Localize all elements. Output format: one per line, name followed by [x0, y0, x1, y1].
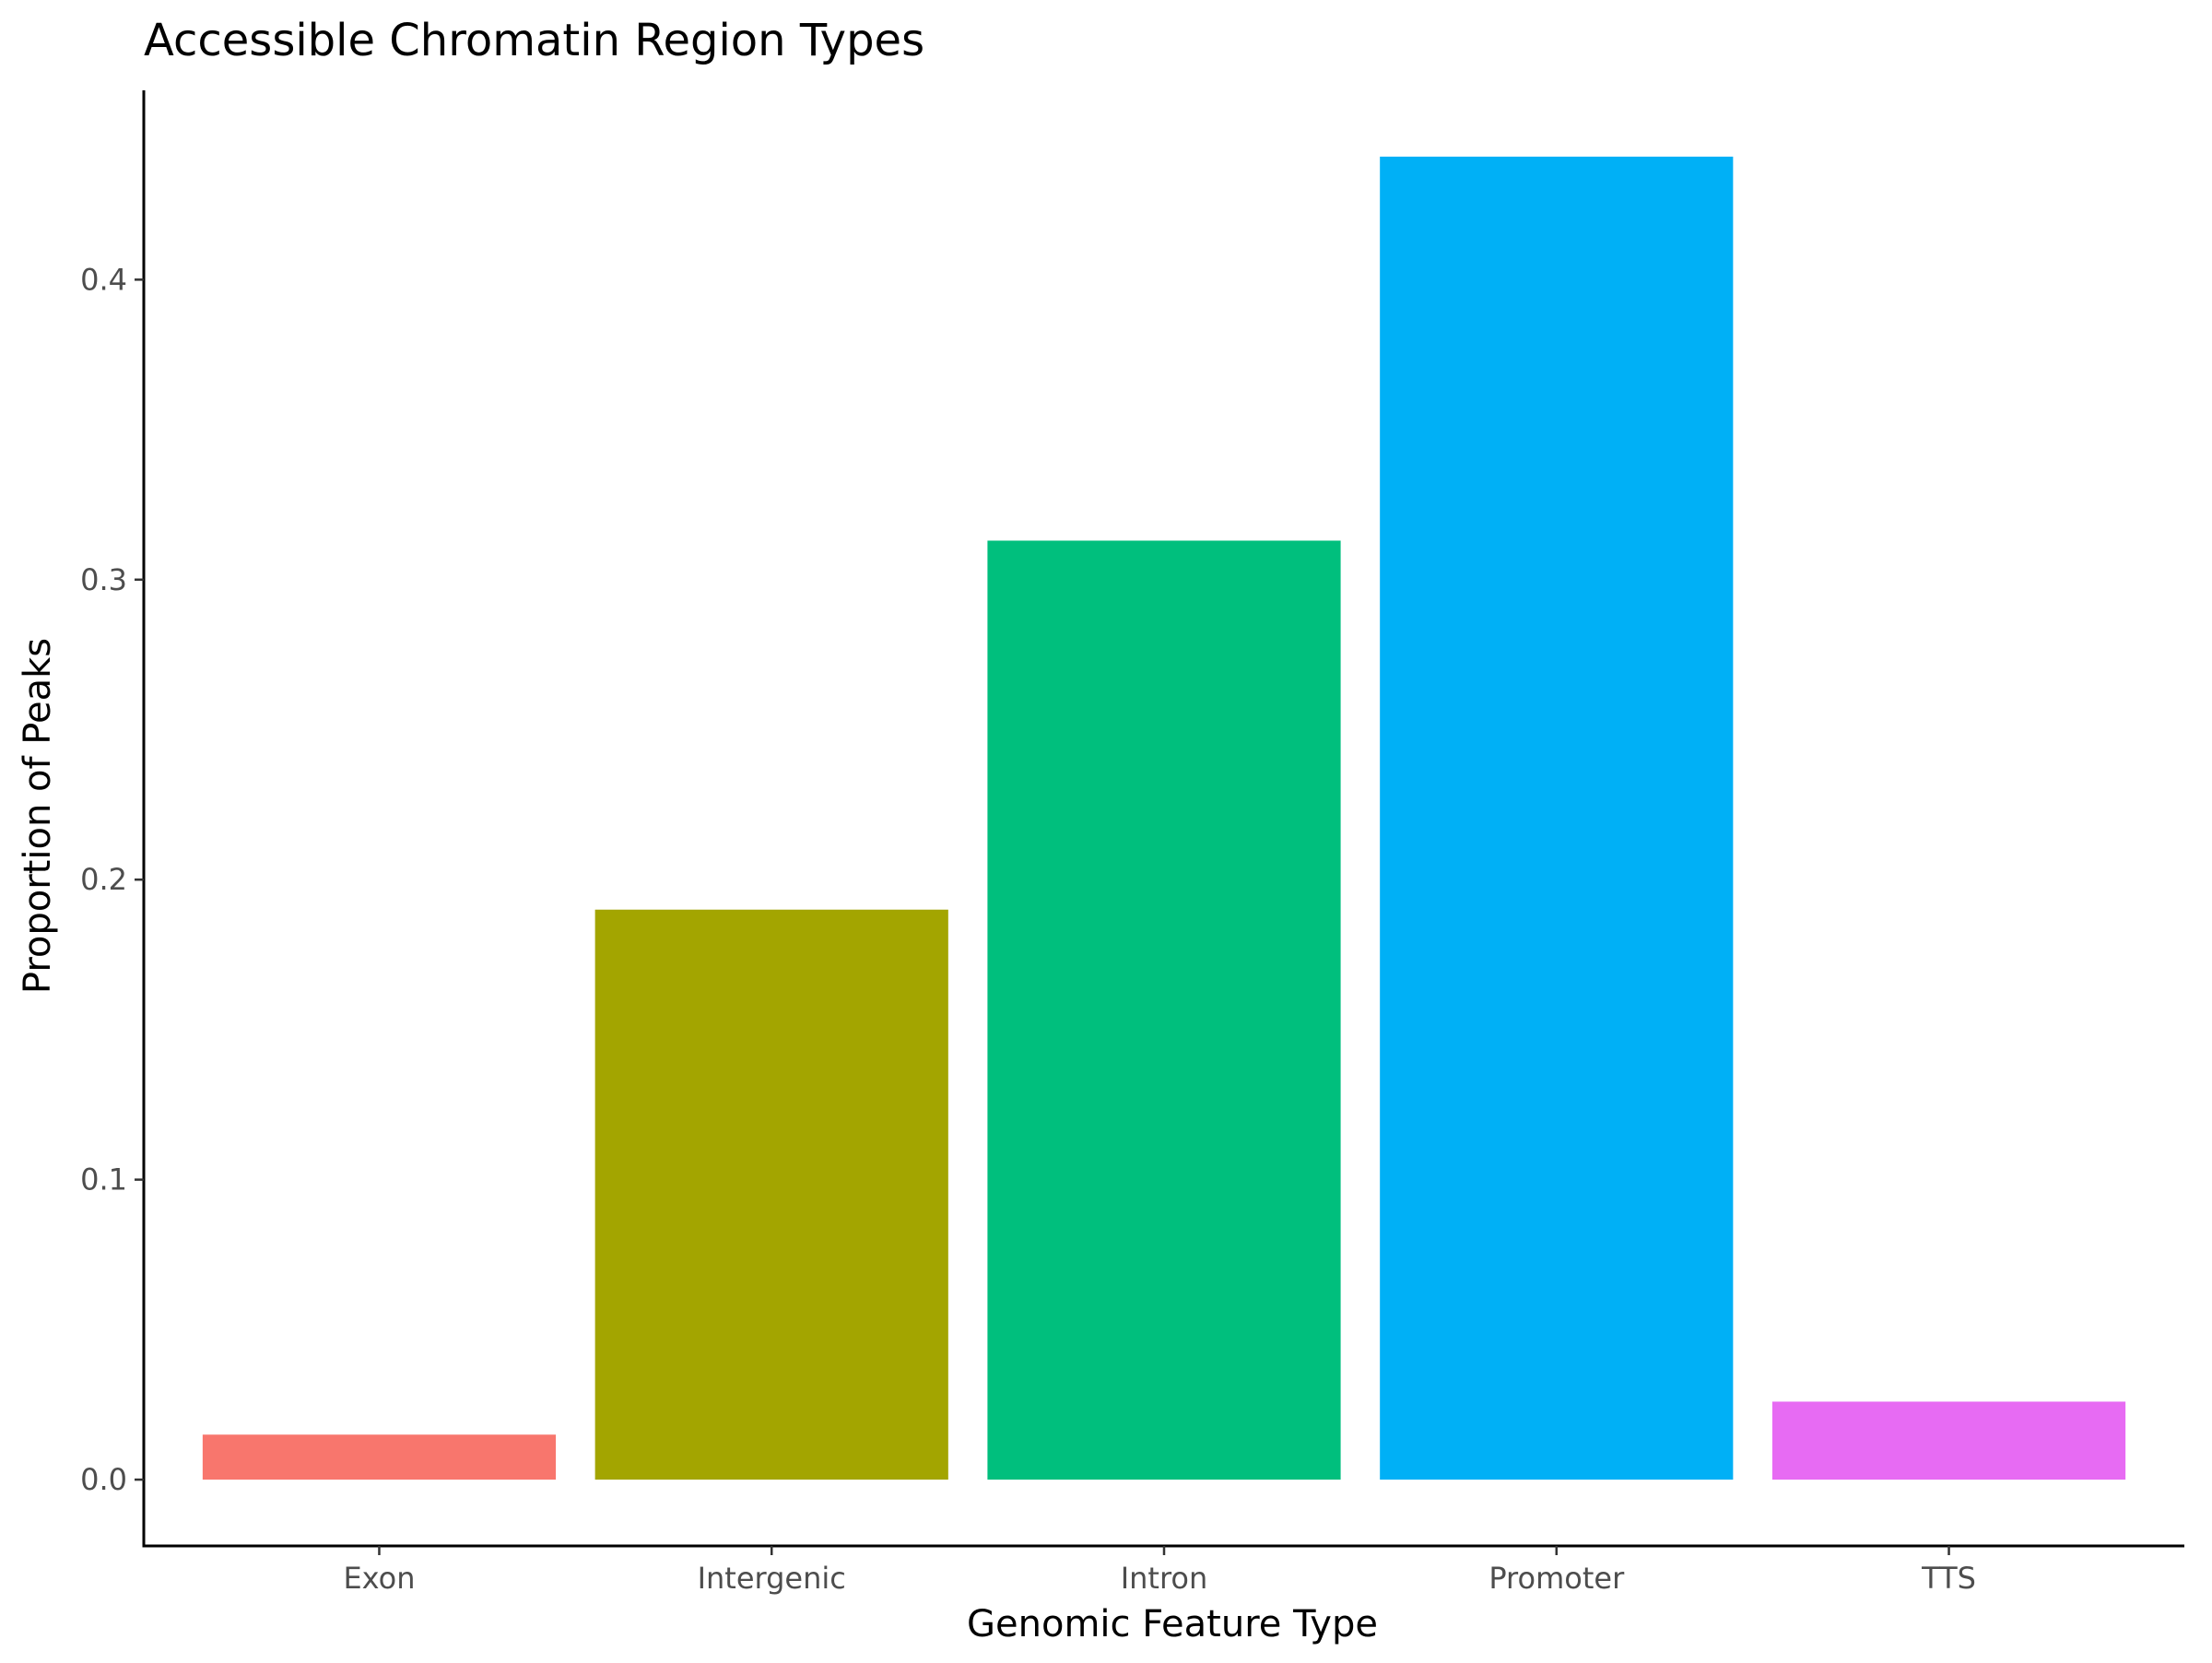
- x-axis-ticks: Exon Intergenic Intron Promoter TTS: [343, 1546, 1976, 1596]
- bar-tts: [1771, 1401, 2126, 1480]
- x-tick-label: Intron: [1121, 1561, 1208, 1596]
- y-axis-ticks: 0.0 0.1 0.2 0.3 0.4: [80, 262, 144, 1497]
- bar-exon: [202, 1434, 557, 1480]
- y-tick-label: 0.1: [80, 1162, 127, 1197]
- x-tick-label: Promoter: [1488, 1561, 1625, 1596]
- y-tick-label: 0.3: [80, 562, 127, 597]
- bar-intron: [987, 540, 1341, 1480]
- bar-promoter: [1380, 156, 1734, 1480]
- y-axis-title: Proportion of Peaks: [17, 638, 59, 994]
- x-tick-label: Exon: [343, 1561, 415, 1596]
- bars-layer: [202, 156, 2126, 1480]
- x-tick-label: Intergenic: [698, 1561, 846, 1596]
- chart-title: Accessible Chromatin Region Types: [144, 15, 924, 66]
- y-tick-label: 0.4: [80, 262, 127, 297]
- x-tick-label: TTS: [1921, 1561, 1976, 1596]
- bar-intergenic: [594, 909, 948, 1480]
- x-axis-title: Genomic Feature Type: [967, 1603, 1378, 1645]
- y-tick-label: 0.2: [80, 862, 127, 897]
- y-tick-label: 0.0: [80, 1462, 127, 1497]
